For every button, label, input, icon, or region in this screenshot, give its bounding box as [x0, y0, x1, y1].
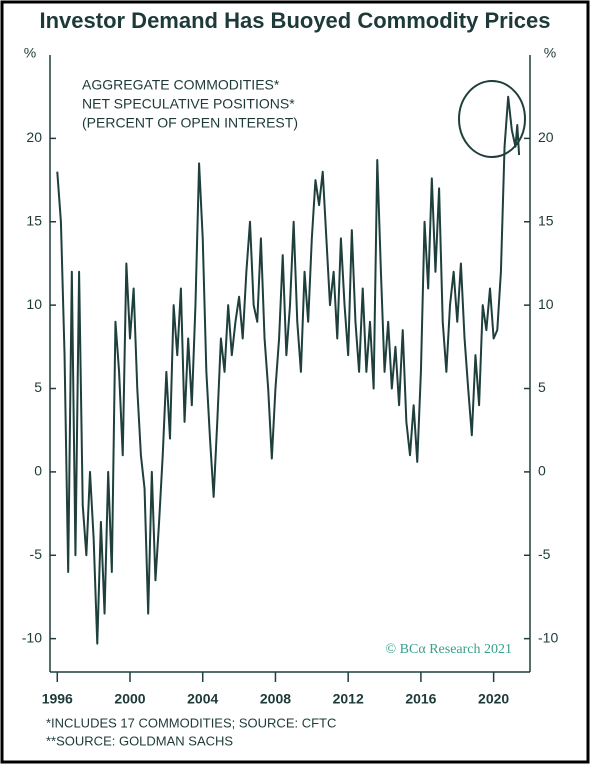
- y-tick-label: 15: [26, 212, 42, 228]
- annotation-line: NET SPECULATIVE POSITIONS*: [82, 96, 295, 112]
- y-tick-label: 15: [538, 212, 554, 228]
- x-tick-label: 1996: [42, 691, 73, 707]
- x-tick-label: 2012: [333, 691, 364, 707]
- y-tick-label: 20: [26, 129, 42, 145]
- y-tick-label: 10: [538, 296, 554, 312]
- y-tick-label: 0: [34, 463, 42, 479]
- x-tick-label: 2016: [405, 691, 436, 707]
- annotation-line: AGGREGATE COMMODITIES*: [82, 77, 280, 93]
- y-tick-label: -10: [538, 629, 558, 645]
- chart-title: Investor Demand Has Buoyed Commodity Pri…: [39, 8, 550, 33]
- annotation-line: (PERCENT OF OPEN INTEREST): [82, 115, 298, 131]
- footnote: *INCLUDES 17 COMMODITIES; SOURCE: CFTC: [46, 715, 336, 730]
- y-tick-label: -5: [538, 546, 551, 562]
- y-unit-left: %: [24, 45, 36, 61]
- y-tick-label: 0: [538, 463, 546, 479]
- watermark: © BCα Research 2021: [386, 642, 512, 657]
- y-tick-label: 5: [538, 379, 546, 395]
- x-tick-label: 2008: [260, 691, 291, 707]
- y-tick-label: 20: [538, 129, 554, 145]
- y-unit-right: %: [544, 45, 556, 61]
- y-tick-label: 5: [34, 379, 42, 395]
- y-tick-label: -5: [30, 546, 43, 562]
- x-tick-label: 2004: [187, 691, 218, 707]
- x-tick-label: 2000: [114, 691, 145, 707]
- highlight-circle: [458, 80, 526, 158]
- y-tick-label: -10: [22, 629, 42, 645]
- y-tick-label: 10: [26, 296, 42, 312]
- x-tick-label: 2020: [478, 691, 509, 707]
- footnote: **SOURCE: GOLDMAN SACHS: [46, 733, 233, 748]
- data-line: [56, 95, 521, 645]
